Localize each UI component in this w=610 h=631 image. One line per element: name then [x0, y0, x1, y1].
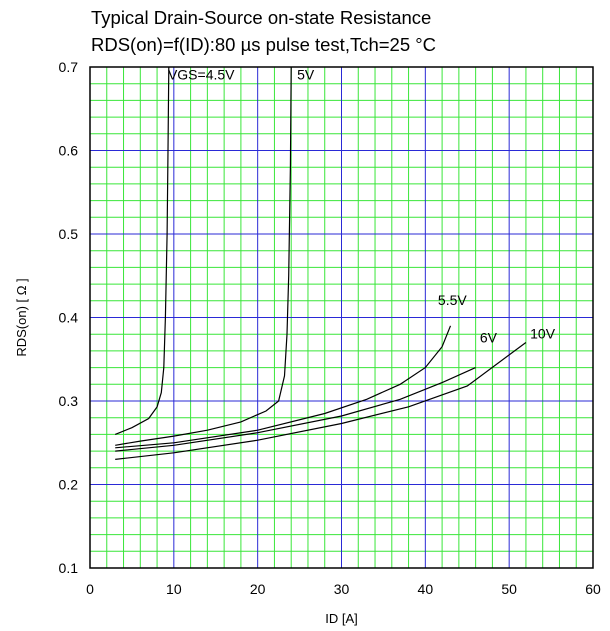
- y-axis-label: RDS(on) [ Ω ]: [14, 278, 29, 356]
- x-tick-label: 20: [250, 581, 266, 597]
- curve-label: 10V: [530, 325, 556, 341]
- x-tick-label: 0: [86, 581, 94, 597]
- curve-label: VGS=4.5V: [168, 67, 235, 83]
- y-tick-label: 0.3: [59, 393, 79, 409]
- curve-vgs-4.5v: [114, 66, 170, 435]
- curve-label: 5.5V: [438, 292, 467, 308]
- y-tick-label: 0.1: [59, 560, 79, 576]
- x-tick-labels: 0 10 20 30 40 50 60: [86, 581, 601, 597]
- plot-frame: [89, 66, 594, 569]
- x-tick-label: 10: [166, 581, 182, 597]
- curve-10v: [115, 342, 527, 460]
- curve-5.5v: [115, 325, 452, 449]
- x-tick-label: 30: [334, 581, 350, 597]
- x-tick-label: 50: [501, 581, 517, 597]
- chart-title: Typical Drain-Source on-state Resistance: [91, 7, 432, 28]
- curve-6v: [115, 367, 476, 452]
- x-tick-label: 60: [585, 581, 601, 597]
- curves: [114, 66, 527, 460]
- y-tick-label: 0.6: [59, 143, 79, 159]
- y-tick-label: 0.5: [59, 226, 79, 242]
- curve-label: 5V: [297, 67, 315, 83]
- x-tick-label: 40: [418, 581, 434, 597]
- major-grid: [90, 67, 593, 568]
- y-tick-label: 0.4: [59, 310, 79, 326]
- curve-label: 6V: [480, 330, 498, 346]
- curve-labels: VGS=4.5V 5V 5.5V 6V 10V: [168, 67, 556, 346]
- y-tick-labels: 0.1 0.2 0.3 0.4 0.5 0.6 0.7: [59, 59, 79, 576]
- curve-5v: [115, 66, 292, 446]
- x-axis-label: ID [A]: [325, 611, 358, 626]
- y-tick-label: 0.2: [59, 477, 79, 493]
- y-tick-label: 0.7: [59, 59, 79, 75]
- chart-subtitle: RDS(on)=f(ID):80 µs pulse test,Tch=25 °C: [91, 34, 437, 55]
